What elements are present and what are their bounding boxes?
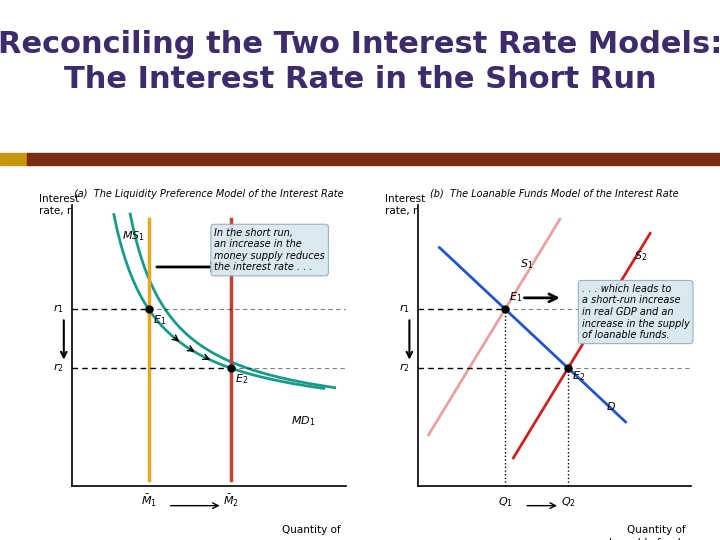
Text: Quantity of
loanable funds: Quantity of loanable funds xyxy=(608,525,685,540)
Text: $E_1$: $E_1$ xyxy=(153,313,166,327)
Text: Interest
rate, r: Interest rate, r xyxy=(39,194,79,217)
Bar xyxy=(0,153,27,165)
Text: $r_2$: $r_2$ xyxy=(399,362,410,374)
Text: Interest
rate, r: Interest rate, r xyxy=(384,194,425,217)
Text: . . . which leads to
a short-run increase
in real GDP and an
increase in the sup: . . . which leads to a short-run increas… xyxy=(582,284,690,340)
Title: (a)  The Liquidity Preference Model of the Interest Rate: (a) The Liquidity Preference Model of th… xyxy=(74,189,343,199)
Title: (b)  The Loanable Funds Model of the Interest Rate: (b) The Loanable Funds Model of the Inte… xyxy=(430,189,679,199)
Text: $Q_1$: $Q_1$ xyxy=(498,496,513,509)
Text: $r_1$: $r_1$ xyxy=(53,303,64,315)
Text: $E_1$: $E_1$ xyxy=(509,291,523,305)
Text: $r_2$: $r_2$ xyxy=(53,362,64,374)
Text: $MS_1$: $MS_1$ xyxy=(122,229,145,242)
Text: In the short run,
an increase in the
money supply reduces
the interest rate . . : In the short run, an increase in the mon… xyxy=(215,228,325,273)
Text: $S_1$: $S_1$ xyxy=(521,258,534,271)
Text: $MS_2$: $MS_2$ xyxy=(233,229,256,242)
Text: Quantity of
money: Quantity of money xyxy=(282,525,340,540)
Text: $Q_2$: $Q_2$ xyxy=(561,496,575,509)
Text: $\bar{M}_1$: $\bar{M}_1$ xyxy=(140,494,156,509)
Text: $E_2$: $E_2$ xyxy=(572,369,585,383)
Text: $E_2$: $E_2$ xyxy=(235,372,248,386)
Text: Reconciling the Two Interest Rate Models:
The Interest Rate in the Short Run: Reconciling the Two Interest Rate Models… xyxy=(0,30,720,94)
Text: $S_2$: $S_2$ xyxy=(634,249,647,263)
Text: $r_1$: $r_1$ xyxy=(399,303,410,315)
Text: $D$: $D$ xyxy=(606,400,616,412)
Text: $MD_1$: $MD_1$ xyxy=(291,414,315,428)
Text: $\bar{M}_2$: $\bar{M}_2$ xyxy=(222,494,238,509)
